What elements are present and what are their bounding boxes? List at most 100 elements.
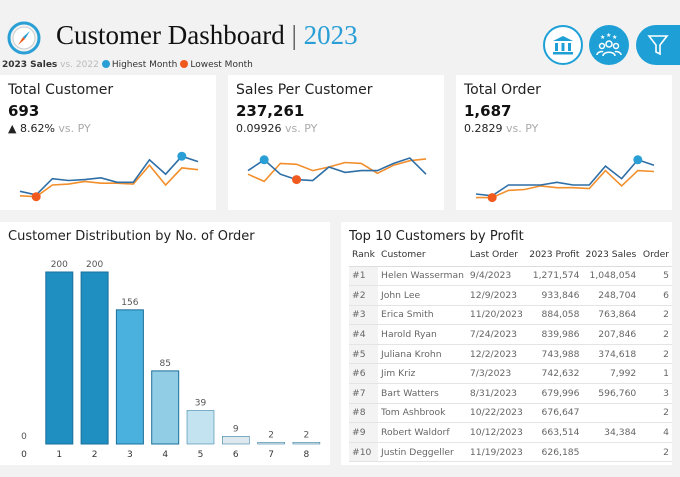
- filter-icon: [647, 35, 669, 56]
- cell-2023-profit: 1,271,574: [525, 266, 583, 287]
- x-tick-label: 8: [304, 450, 310, 460]
- current-year-line: [19, 155, 199, 196]
- kpi-vs-label: vs. PY: [58, 122, 91, 135]
- kpi-card-total-order: Total Order 1,687 0.2829 vs. PY: [456, 75, 672, 210]
- lowest-dot-icon: [180, 60, 189, 68]
- bar-1[interactable]: [45, 271, 74, 445]
- cell-order: 4: [639, 422, 672, 443]
- highest-month-marker[interactable]: [259, 155, 269, 165]
- bank-button[interactable]: [543, 25, 583, 65]
- previous-year-line: [19, 163, 199, 198]
- bar-8[interactable]: [292, 442, 321, 445]
- table-row[interactable]: #5 Juliana Krohn 12/2/2023 743,988 374,618 2: [349, 344, 672, 365]
- previous-year-line: [476, 169, 655, 199]
- bar-2[interactable]: [80, 271, 109, 445]
- page-title: Customer Dashboard | 2023: [56, 20, 358, 51]
- cell-rank: #9: [349, 422, 379, 443]
- table-row[interactable]: #4 Harold Ryan 7/24/2023 839,986 207,846 2: [349, 324, 672, 345]
- kpi-value: 1,687: [464, 102, 512, 120]
- kpi-card-sales-per-customer: Sales Per Customer 237,261 0.09926 vs. P…: [228, 75, 444, 210]
- cell-last-order: 8/31/2023: [466, 383, 526, 404]
- bar-value-label: 85: [159, 359, 170, 369]
- kpi-value: 693: [8, 102, 40, 120]
- table-row[interactable]: #7 Bart Watters 8/31/2023 679,996 596,760 3: [349, 383, 672, 404]
- column-header[interactable]: Customer: [378, 244, 467, 267]
- lowest-month-marker[interactable]: [487, 193, 497, 203]
- kpi-title: Total Customer: [8, 82, 114, 98]
- cell-order: 5: [639, 266, 672, 287]
- cell-2023-sales: 207,846: [582, 324, 640, 345]
- cell-rank: #10: [349, 442, 379, 463]
- bar-value-label: 9: [233, 424, 239, 434]
- top10-card: Top 10 Customers by Profit Rank Customer L…: [341, 222, 672, 465]
- cell-customer: Helen Wasserman: [378, 266, 467, 287]
- kpi-value: 237,261: [236, 102, 305, 120]
- cell-2023-sales: 763,864: [582, 305, 640, 326]
- cell-last-order: 10/22/2023: [466, 403, 526, 424]
- cell-last-order: 7/3/2023: [466, 363, 526, 385]
- svg-text:★: ★: [612, 34, 617, 41]
- bar-value-label: 39: [195, 398, 207, 408]
- cell-2023-sales: 248,704: [582, 285, 640, 306]
- bar-value-label: 200: [51, 260, 68, 270]
- legend-lowest: Lowest Month: [190, 60, 253, 70]
- kpi-title: Sales Per Customer: [236, 82, 373, 98]
- bar-4[interactable]: [151, 370, 180, 445]
- column-header[interactable]: Order: [639, 244, 672, 267]
- cell-2023-sales: 7,992: [582, 363, 640, 385]
- bank-icon: [553, 36, 573, 55]
- previous-year-line: [247, 158, 427, 183]
- table-row[interactable]: #6 Jim Kriz 7/3/2023 742,632 7,992 1: [349, 363, 672, 385]
- cell-customer: Erica Smith: [378, 305, 467, 326]
- x-tick-label: 3: [127, 450, 133, 460]
- cell-2023-sales: 374,618: [582, 344, 640, 365]
- column-header[interactable]: Last Order: [466, 244, 526, 267]
- kpi-sparkline: [475, 155, 655, 203]
- cell-last-order: 7/24/2023: [466, 324, 526, 345]
- cell-customer: Juliana Krohn: [378, 344, 467, 365]
- table-row[interactable]: #2 John Lee 12/9/2023 933,846 248,704 6: [349, 285, 672, 306]
- x-tick-label: 2: [92, 450, 98, 460]
- kpi-vs-label: vs. PY: [285, 122, 318, 135]
- bar-6[interactable]: [222, 436, 250, 445]
- cell-customer: Bart Watters: [378, 383, 467, 404]
- filter-button[interactable]: [636, 25, 680, 65]
- table-row[interactable]: #3 Erica Smith 11/20/2023 884,058 763,864 2: [349, 305, 672, 326]
- cell-order: 2: [639, 442, 672, 463]
- highest-month-marker[interactable]: [177, 151, 187, 161]
- kpi-vs-label: vs. PY: [506, 122, 539, 135]
- table-row[interactable]: #8 Tom Ashbrook 10/22/2023 676,647 2: [349, 403, 672, 424]
- bar-5[interactable]: [186, 410, 215, 445]
- kpi-change-value: 0.2829: [464, 122, 503, 135]
- bar-value-label: 156: [121, 298, 138, 308]
- cell-2023-profit: 839,986: [525, 324, 583, 345]
- lowest-month-marker[interactable]: [31, 192, 41, 202]
- column-header[interactable]: Rank: [349, 244, 379, 267]
- cell-last-order: 12/2/2023: [466, 344, 526, 365]
- cell-customer: Harold Ryan: [378, 324, 467, 345]
- table-row[interactable]: #9 Robert Waldorf 10/12/2023 663,514 34,384 4: [349, 422, 672, 443]
- kpi-change: 0.2829 vs. PY: [464, 122, 538, 135]
- cell-2023-profit: 743,988: [525, 344, 583, 365]
- lowest-month-marker[interactable]: [292, 175, 302, 185]
- table-row[interactable]: #10 Justin Deggeller 11/19/2023 626,185 2: [349, 442, 672, 463]
- column-header[interactable]: 2023 Sales: [582, 244, 640, 267]
- legend-highest: Highest Month: [111, 60, 178, 70]
- column-header[interactable]: 2023 Profit: [525, 244, 583, 267]
- bar-7[interactable]: [257, 442, 285, 445]
- customers-button[interactable]: ★ ★ ★: [589, 25, 629, 65]
- cell-rank: #2: [349, 285, 379, 306]
- cell-order: 1: [639, 363, 672, 385]
- cell-order: 6: [639, 285, 672, 306]
- kpi-sparkline: [247, 155, 427, 185]
- cell-2023-sales: 596,760: [582, 383, 640, 404]
- title-text: Customer Dashboard: [56, 20, 285, 50]
- x-tick-label: 4: [162, 450, 168, 460]
- highest-month-marker[interactable]: [633, 155, 643, 165]
- kpi-change: ▲ 8.62% vs. PY: [8, 122, 91, 135]
- top10-table: Rank Customer Last Order 2023 Profit 2023 Sa…: [349, 244, 672, 463]
- table-row[interactable]: #1 Helen Wasserman 9/4/2023 1,271,574 1,048,…: [349, 266, 672, 287]
- bar-3[interactable]: [115, 309, 144, 445]
- legend-current: 2023 Sales: [2, 60, 58, 70]
- bar-value-label: 0: [21, 432, 27, 442]
